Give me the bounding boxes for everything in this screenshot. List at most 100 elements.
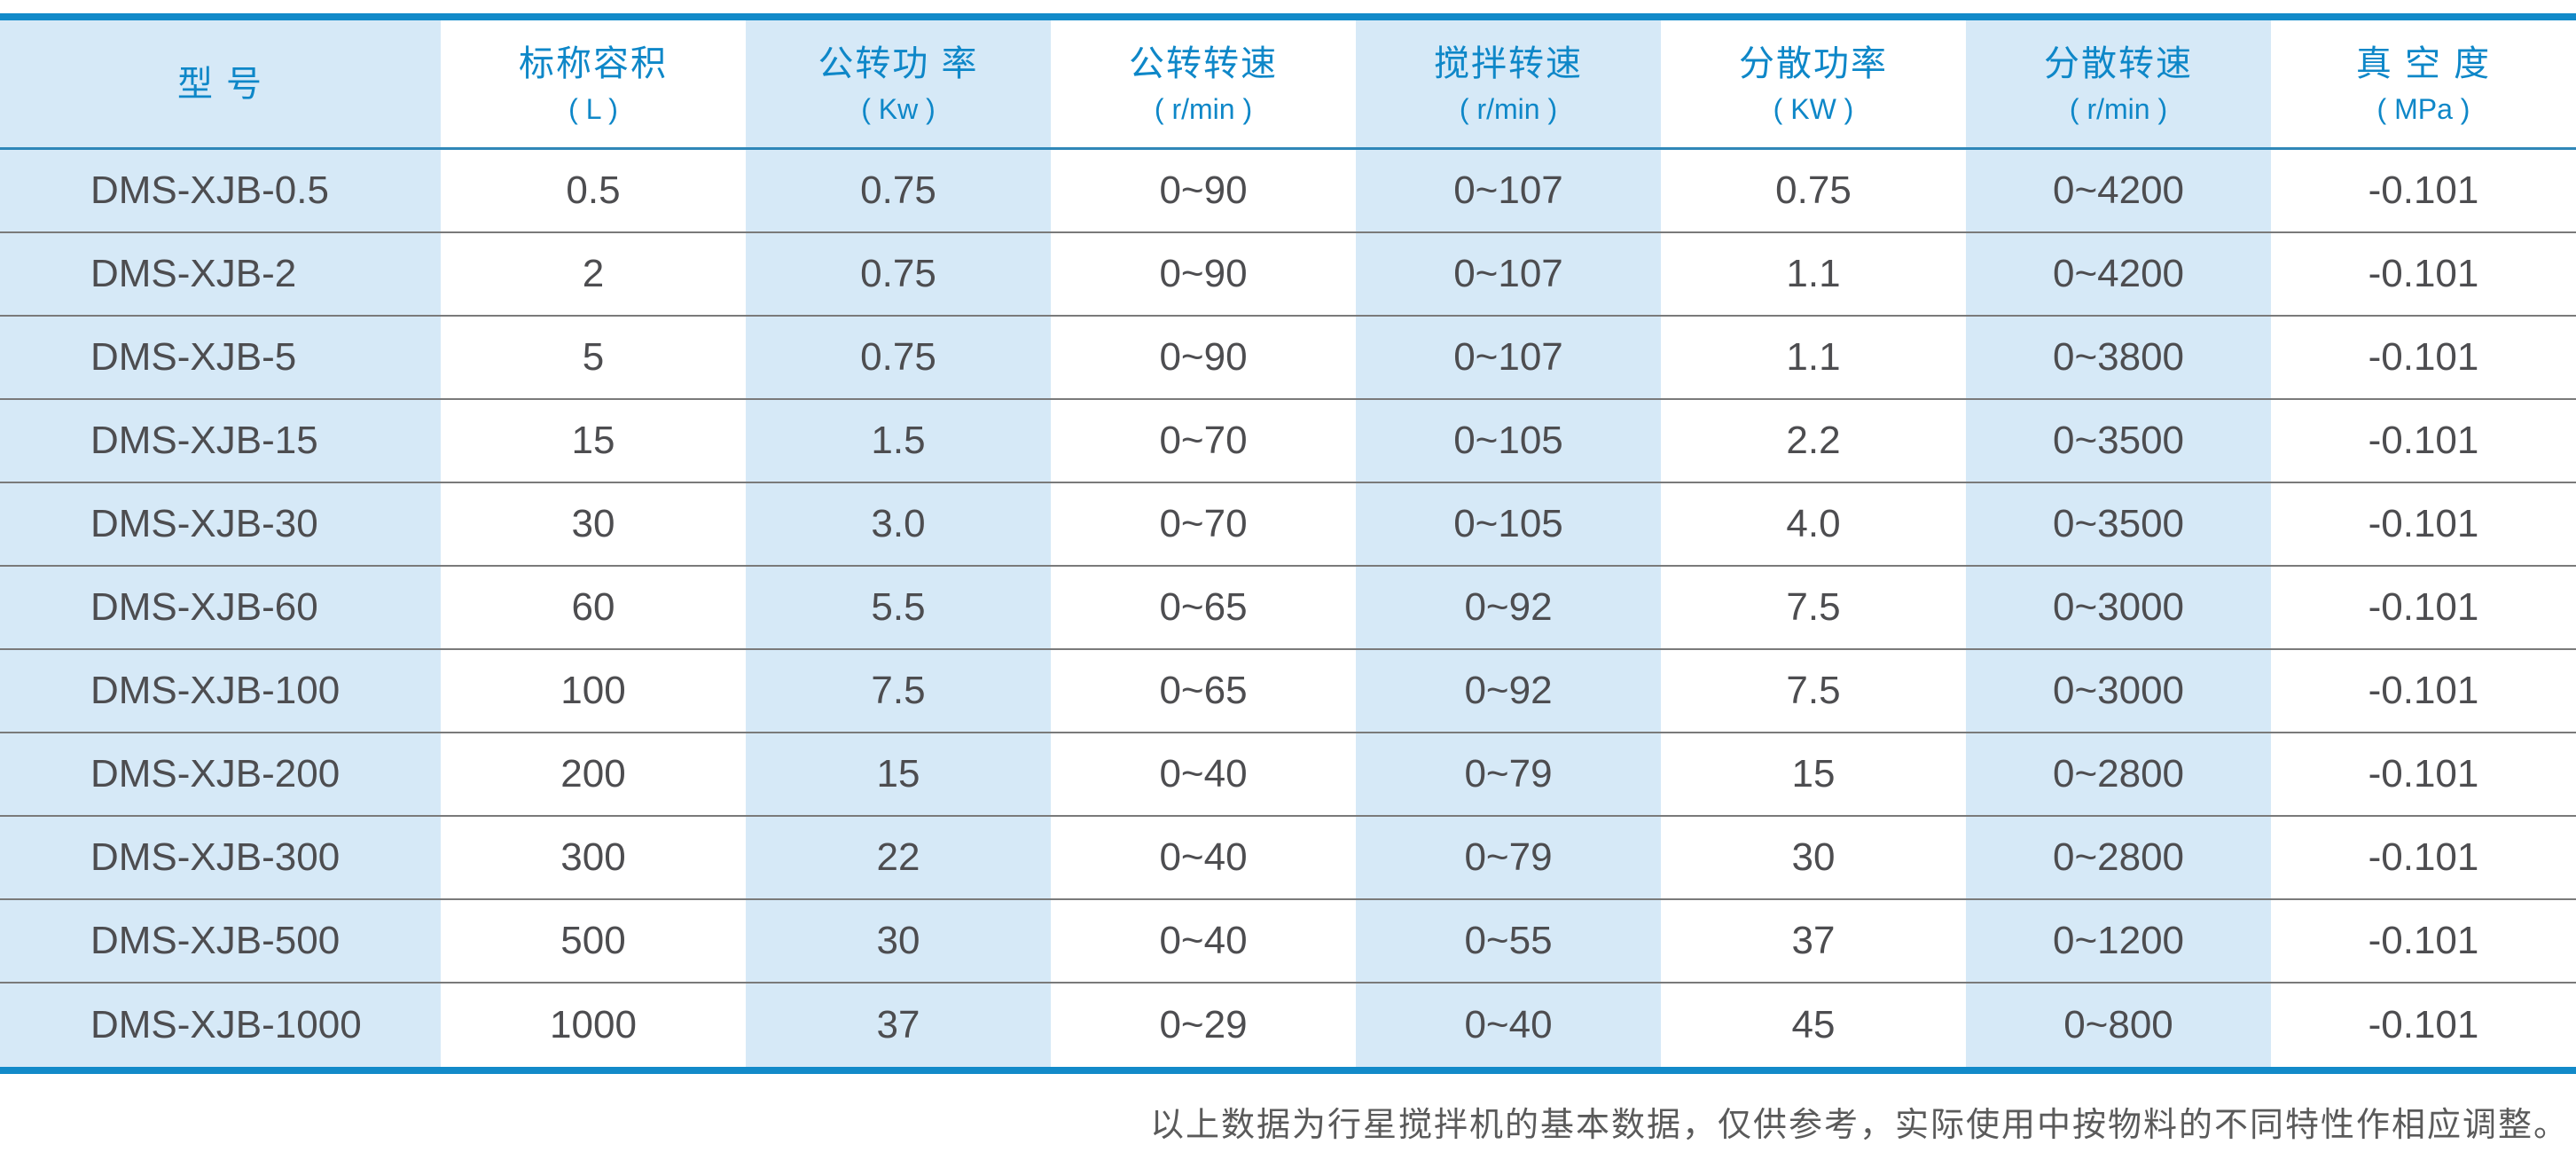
value-cell: 1.5 [746, 400, 1051, 482]
value-cell: 0~90 [1159, 335, 1248, 379]
value-cell: 500 [560, 919, 626, 962]
value-cell: 37 [746, 984, 1051, 1067]
value-cell: 0~65 [1159, 669, 1248, 712]
model-cell: DMS-XJB-15 [0, 400, 441, 482]
value-cell: 0~90 [1159, 168, 1248, 212]
value-cell: 0~105 [1356, 400, 1661, 482]
value-cell: 200 [560, 752, 626, 795]
model-cell: DMS-XJB-200 [0, 733, 441, 815]
value-cell: 0~105 [1356, 483, 1661, 565]
value-cell: 0~92 [1356, 650, 1661, 732]
value-cell: 2.2 [1786, 419, 1841, 462]
value-cell: 0~3800 [1966, 317, 2271, 398]
value-cell: 0~107 [1356, 150, 1661, 231]
value-cell: 0~70 [1159, 419, 1248, 462]
table-row: DMS-XJB-2 2 0.75 0~90 0~107 1.1 0~4200 -0.101 [0, 233, 2576, 317]
value-cell: 0.75 [746, 150, 1051, 231]
model-cell: DMS-XJB-60 [0, 567, 441, 648]
table-row: DMS-XJB-5 5 0.75 0~90 0~107 1.1 0~3800 -0.101 [0, 317, 2576, 400]
value-cell: -0.101 [2368, 252, 2479, 295]
value-cell: 0~79 [1356, 817, 1661, 898]
value-cell: 7.5 [1786, 669, 1841, 712]
table-body: DMS-XJB-0.5 0.5 0.75 0~90 0~107 0.75 0~4200 -0.… [0, 150, 2576, 1067]
header-unit: ( r/min ) [2069, 92, 2168, 125]
value-cell: 45 [1791, 1003, 1836, 1046]
value-cell: 7.5 [746, 650, 1051, 732]
value-cell: 0~800 [1966, 984, 2271, 1067]
value-cell: 7.5 [1786, 585, 1841, 629]
value-cell: 0~4200 [1966, 233, 2271, 315]
header-label: 分散功率 [1739, 43, 1888, 83]
value-cell: 0~2800 [1966, 733, 2271, 815]
table-row: DMS-XJB-60 60 5.5 0~65 0~92 7.5 0~3000 -0.101 [0, 567, 2576, 650]
value-cell: -0.101 [2368, 502, 2479, 545]
value-cell: 0~92 [1356, 567, 1661, 648]
value-cell: 1000 [550, 1003, 637, 1046]
header-row: 型 号 标称容积 ( L ) 公转功 率 ( Kw ) 公转转速 ( r/min… [0, 20, 2576, 150]
header-unit: ( KW ) [1773, 92, 1854, 125]
table-row: DMS-XJB-15 15 1.5 0~70 0~105 2.2 0~3500 -0.101 [0, 400, 2576, 483]
table-bottom-border [0, 1067, 2576, 1074]
value-cell: -0.101 [2368, 168, 2479, 212]
header-label: 公转功 率 [818, 43, 979, 83]
header-unit: ( Kw ) [861, 92, 936, 125]
value-cell: 1.1 [1786, 335, 1841, 379]
value-cell: 0~79 [1356, 733, 1661, 815]
header-unit: ( MPa ) [2376, 92, 2470, 125]
value-cell: 0~4200 [1966, 150, 2271, 231]
value-cell: -0.101 [2368, 919, 2479, 962]
footnote: 以上数据为行星搅拌机的基本数据，仅供参考，实际使用中按物料的不同特性作相应调整。 [1149, 1105, 2569, 1144]
model-cell: DMS-XJB-30 [0, 483, 441, 565]
value-cell: 4.0 [1786, 502, 1841, 545]
header-cell-dispersion-power: 分散功率 ( KW ) [1661, 20, 1966, 147]
header-label: 公转转速 [1129, 43, 1278, 83]
value-cell: 0.75 [746, 233, 1051, 315]
model-cell: DMS-XJB-5 [0, 317, 441, 398]
value-cell: -0.101 [2368, 419, 2479, 462]
header-cell-revolution-speed: 公转转速 ( r/min ) [1051, 20, 1356, 147]
value-cell: 60 [571, 585, 615, 629]
value-cell: 300 [560, 835, 626, 879]
value-cell: 0~40 [1159, 919, 1248, 962]
table-row: DMS-XJB-1000 1000 37 0~29 0~40 45 0~800 -0.101 [0, 984, 2576, 1067]
header-unit: ( r/min ) [1154, 92, 1253, 125]
value-cell: -0.101 [2368, 669, 2479, 712]
value-cell: 0~55 [1356, 900, 1661, 982]
value-cell: 0~3000 [1966, 650, 2271, 732]
value-cell: 3.0 [746, 483, 1051, 565]
value-cell: 0~3000 [1966, 567, 2271, 648]
header-cell-dispersion-speed: 分散转速 ( r/min ) [1966, 20, 2271, 147]
value-cell: 0~40 [1356, 984, 1661, 1067]
header-unit: ( r/min ) [1459, 92, 1558, 125]
value-cell: 0~40 [1159, 835, 1248, 879]
model-cell: DMS-XJB-500 [0, 900, 441, 982]
value-cell: 0~107 [1356, 233, 1661, 315]
value-cell: 22 [746, 817, 1051, 898]
table-row: DMS-XJB-500 500 30 0~40 0~55 37 0~1200 -0.101 [0, 900, 2576, 984]
value-cell: 15 [1791, 752, 1836, 795]
spec-table: 型 号 标称容积 ( L ) 公转功 率 ( Kw ) 公转转速 ( r/min… [0, 13, 2576, 1074]
value-cell: 15 [746, 733, 1051, 815]
table-row: DMS-XJB-200 200 15 0~40 0~79 15 0~2800 -0.101 [0, 733, 2576, 817]
table-row: DMS-XJB-100 100 7.5 0~65 0~92 7.5 0~3000 -0.101 [0, 650, 2576, 733]
header-label: 真 空 度 [2355, 43, 2492, 83]
value-cell: -0.101 [2368, 585, 2479, 629]
value-cell: 0.75 [1775, 168, 1852, 212]
value-cell: 37 [1791, 919, 1836, 962]
model-cell: DMS-XJB-300 [0, 817, 441, 898]
value-cell: 0~90 [1159, 252, 1248, 295]
model-cell: DMS-XJB-0.5 [0, 150, 441, 231]
value-cell: 0.75 [746, 317, 1051, 398]
table-row: DMS-XJB-300 300 22 0~40 0~79 30 0~2800 -0.101 [0, 817, 2576, 900]
value-cell: 30 [746, 900, 1051, 982]
value-cell: 15 [571, 419, 615, 462]
header-unit: ( L ) [568, 92, 618, 125]
value-cell: -0.101 [2368, 335, 2479, 379]
value-cell: 0~1200 [1966, 900, 2271, 982]
value-cell: 100 [560, 669, 626, 712]
value-cell: 0~40 [1159, 752, 1248, 795]
value-cell: 5 [582, 335, 605, 379]
value-cell: 0~3500 [1966, 400, 2271, 482]
table-row: DMS-XJB-0.5 0.5 0.75 0~90 0~107 0.75 0~4200 -0.… [0, 150, 2576, 233]
value-cell: 30 [571, 502, 615, 545]
